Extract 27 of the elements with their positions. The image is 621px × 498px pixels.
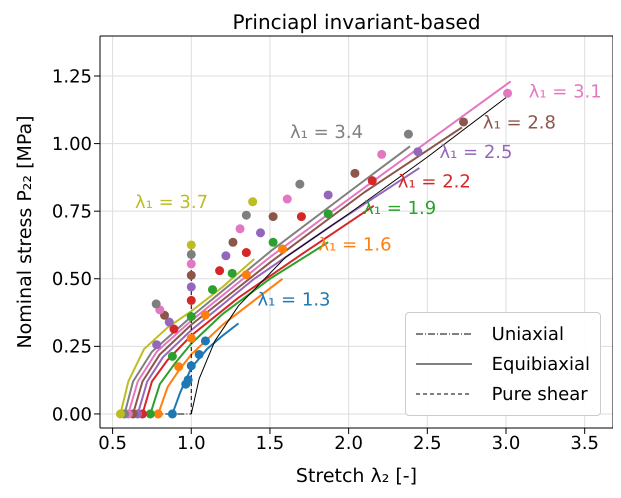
x-tick-label: 1.0: [176, 432, 206, 454]
x-tick-label: 3.5: [570, 432, 599, 454]
x-tick-label: 1.5: [256, 432, 284, 454]
chart-title: Princiapl invariant-based: [231, 10, 482, 34]
y-tick-label: 0.75: [52, 202, 92, 223]
y-tick-label: 0.25: [52, 336, 92, 358]
x-tick-label: 2.5: [412, 432, 442, 454]
annotation: λ₁ = 3.7: [135, 192, 208, 213]
annotation: λ₁ = 2.2: [398, 172, 471, 193]
annotation: λ₁ = 2.8: [482, 112, 556, 134]
y-tick-label: 1.25: [52, 66, 92, 88]
annotation: λ₁ = 2.5: [439, 142, 512, 163]
legend-label: Pure shear: [492, 384, 588, 404]
y-tick-label: 0.50: [52, 269, 92, 290]
x-tick-label: 3.0: [492, 432, 520, 454]
y-axis-title: Nominal stress P₂₂ [MPa]: [14, 115, 36, 349]
annotation: λ₁ = 3.1: [528, 81, 602, 102]
annotation: λ₁ = 3.4: [290, 122, 364, 143]
annotation: λ₁ = 1.3: [257, 289, 331, 310]
x-axis-title: Stretch λ₂ [-]: [296, 465, 418, 487]
legend-label: Equibiaxial: [492, 354, 590, 374]
annotation: λ₁ = 1.6: [318, 234, 392, 256]
x-tick-label: 2.0: [334, 432, 363, 454]
x-tick-label: 0.5: [98, 432, 127, 454]
legend-label: Uniaxial: [492, 324, 564, 344]
y-tick-label: 0.00: [52, 404, 92, 426]
y-tick-label: 1.00: [52, 134, 92, 155]
